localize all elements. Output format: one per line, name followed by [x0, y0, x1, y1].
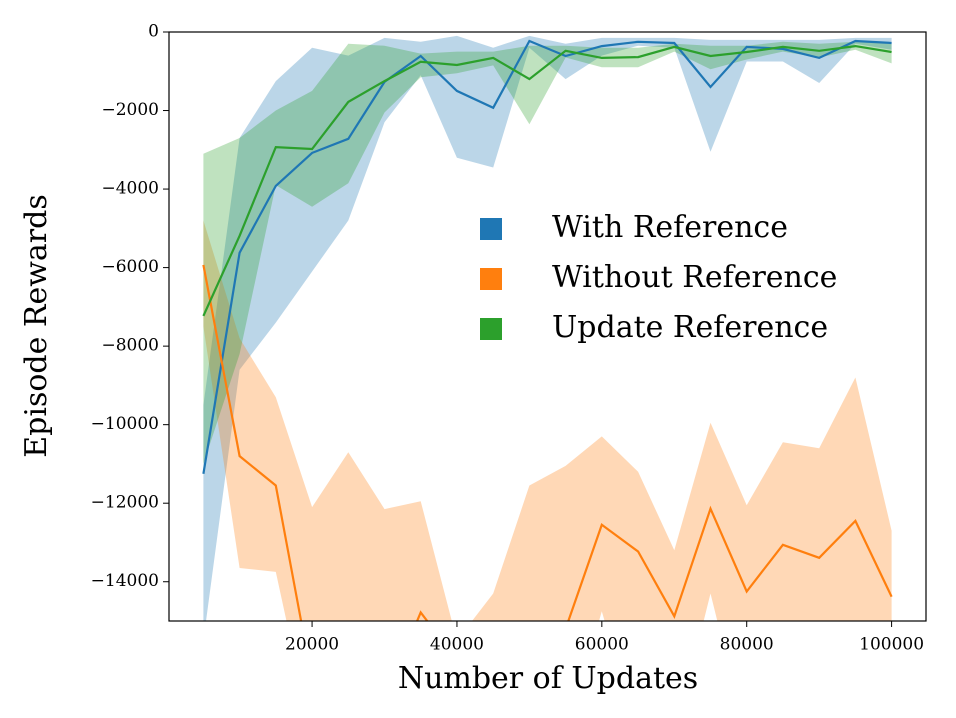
y-tick-label: −8000	[101, 336, 159, 356]
series-line	[202, 44, 892, 317]
x-tick-label: 60000	[575, 635, 629, 655]
series-line	[202, 264, 893, 621]
y-tick-label: −14000	[91, 571, 159, 591]
y-tick-label: −4000	[101, 179, 159, 199]
x-tick-label: 40000	[430, 635, 484, 655]
legend-label: With Reference	[552, 210, 788, 245]
x-tick-label: 100000	[859, 635, 924, 655]
y-tick-label: −12000	[91, 493, 159, 513]
bands	[203, 35, 892, 621]
legend-label: Without Reference	[552, 260, 837, 295]
y-tick-label: −6000	[101, 257, 159, 277]
legend-marker	[480, 268, 502, 290]
x-tick-label: 80000	[720, 635, 774, 655]
legend-label: Update Reference	[552, 310, 828, 345]
x-tick-label: 20000	[285, 635, 339, 655]
legend-marker	[480, 218, 502, 240]
x-axis-label: Number of Updates	[398, 661, 698, 696]
y-tick-label: −10000	[91, 414, 159, 434]
plot-frame	[168, 31, 927, 622]
y-tick-label: 0	[148, 22, 159, 42]
confidence-band	[203, 35, 892, 621]
y-tick-label: −2000	[101, 100, 159, 120]
legend-marker	[480, 318, 502, 340]
y-axis-label: Episode Rewards	[19, 194, 54, 458]
lines	[202, 39, 893, 621]
confidence-band	[203, 220, 892, 621]
